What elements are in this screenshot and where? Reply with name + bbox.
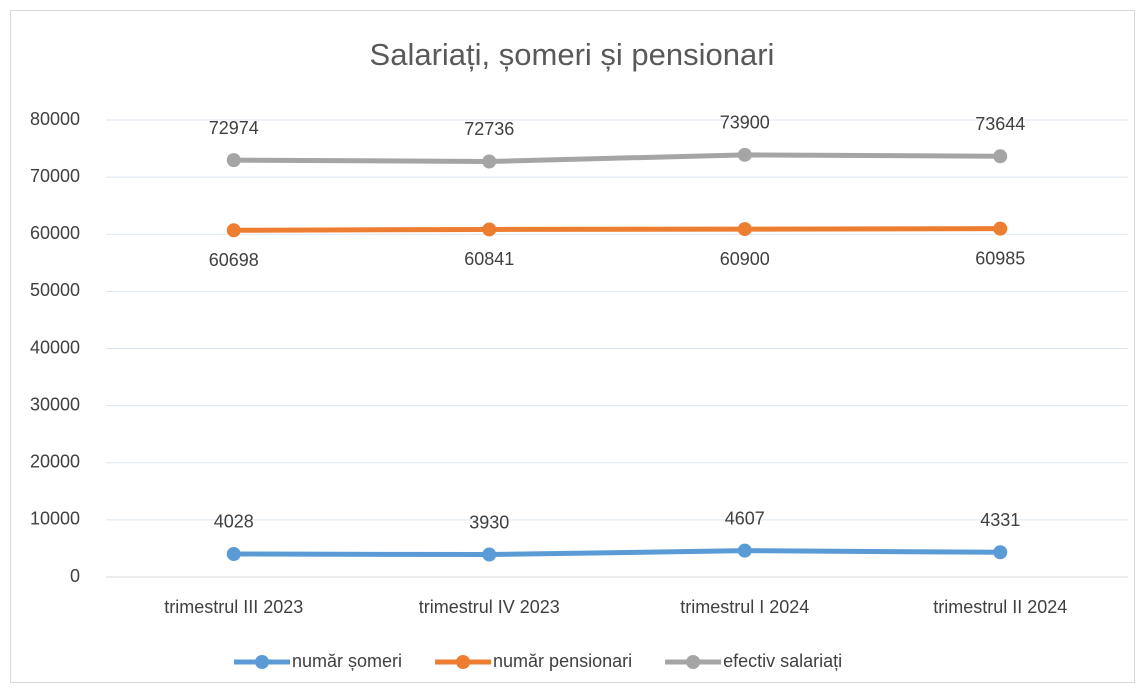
- data-point: [993, 221, 1008, 236]
- data-point: [482, 547, 497, 562]
- chart-title: Salariați, șomeri și pensionari: [370, 37, 775, 72]
- x-tick-label: trimestrul III 2023: [164, 597, 303, 617]
- series-line: [231, 226, 1003, 233]
- chart-border: [10, 10, 1135, 683]
- y-tick-label: 60000: [30, 223, 80, 243]
- legend-marker: [255, 655, 269, 669]
- y-tick-label: 40000: [30, 337, 80, 357]
- legend-label: număr pensionari: [493, 651, 632, 671]
- y-tick-label: 20000: [30, 452, 80, 472]
- data-label: 4028: [214, 512, 254, 532]
- legend-label: număr șomeri: [292, 651, 402, 671]
- data-point: [993, 545, 1008, 560]
- x-tick-label: trimestrul IV 2023: [419, 597, 560, 617]
- series-line: [231, 548, 1003, 558]
- data-point: [226, 546, 241, 561]
- data-label: 4607: [725, 508, 765, 528]
- data-label: 3930: [469, 512, 509, 532]
- y-tick-label: 50000: [30, 280, 80, 300]
- data-label: 73644: [975, 114, 1025, 134]
- data-label: 4331: [980, 510, 1020, 530]
- y-tick-label: 70000: [30, 166, 80, 186]
- series-line: [231, 152, 1003, 164]
- legend-label: efectiv salariați: [723, 651, 842, 671]
- x-tick-label: trimestrul II 2024: [933, 597, 1067, 617]
- y-tick-label: 30000: [30, 394, 80, 414]
- y-tick-label: 80000: [30, 109, 80, 129]
- y-tick-label: 10000: [30, 509, 80, 529]
- data-point: [737, 147, 752, 162]
- data-label: 60841: [464, 249, 514, 269]
- data-label: 60698: [209, 250, 259, 270]
- data-label: 73900: [720, 113, 770, 133]
- legend-marker: [686, 655, 701, 669]
- data-label: 60985: [975, 248, 1025, 268]
- data-point: [482, 222, 497, 237]
- data-point: [482, 154, 497, 169]
- data-label: 72974: [209, 118, 259, 138]
- data-point: [226, 223, 241, 238]
- data-point: [737, 222, 752, 237]
- data-point: [993, 149, 1008, 164]
- data-label: 60900: [720, 249, 770, 269]
- y-tick-label: 0: [70, 566, 80, 586]
- x-tick-label: trimestrul I 2024: [680, 597, 809, 617]
- data-label: 72736: [464, 119, 514, 139]
- legend-marker: [456, 655, 471, 669]
- data-point: [737, 543, 752, 558]
- data-point: [226, 153, 241, 168]
